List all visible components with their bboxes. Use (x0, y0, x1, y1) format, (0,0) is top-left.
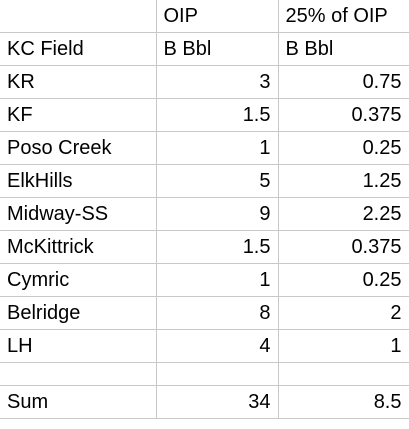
table-row: ElkHills 5 1.25 (0, 164, 409, 198)
cell-B1[interactable]: OIP (155, 0, 279, 33)
oip-cell[interactable]: 1 (155, 131, 279, 165)
table-row: LH 4 1 (0, 329, 409, 363)
empty-row (0, 362, 409, 386)
table-row: Cymric 1 0.25 (0, 263, 409, 297)
cell-C1[interactable]: 25% of OIP (277, 0, 409, 33)
pct25-cell[interactable]: 0.375 (277, 98, 409, 132)
cell-A2[interactable]: KC Field (0, 32, 157, 66)
table-row: KF 1.5 0.375 (0, 98, 409, 132)
empty-cell[interactable] (277, 362, 409, 386)
pct25-cell[interactable]: 1 (277, 329, 409, 363)
pct25-cell[interactable]: 2.25 (277, 197, 409, 231)
table-row: McKittrick 1.5 0.375 (0, 230, 409, 264)
field-name-cell[interactable]: Cymric (0, 263, 157, 297)
table-row: Belridge 8 2 (0, 296, 409, 330)
pct25-cell[interactable]: 0.25 (277, 131, 409, 165)
field-name-cell[interactable]: Poso Creek (0, 131, 157, 165)
oip-cell[interactable]: 9 (155, 197, 279, 231)
field-name-cell[interactable]: ElkHills (0, 164, 157, 198)
oip-cell[interactable]: 1.5 (155, 230, 279, 264)
spreadsheet-table: OIP 25% of OIP KC Field B Bbl B Bbl KR 3… (0, 0, 409, 419)
oip-cell[interactable]: 8 (155, 296, 279, 330)
pct25-cell[interactable]: 1.25 (277, 164, 409, 198)
pct25-cell[interactable]: 2 (277, 296, 409, 330)
cell-C2[interactable]: B Bbl (277, 32, 409, 66)
header-row-1: OIP 25% of OIP (0, 0, 409, 33)
sum-oip-cell[interactable]: 34 (155, 385, 279, 419)
field-name-cell[interactable]: KF (0, 98, 157, 132)
oip-cell[interactable]: 5 (155, 164, 279, 198)
sum-label-cell[interactable]: Sum (0, 385, 157, 419)
oip-cell[interactable]: 1.5 (155, 98, 279, 132)
cell-B2[interactable]: B Bbl (155, 32, 279, 66)
field-name-cell[interactable]: Midway-SS (0, 197, 157, 231)
oip-cell[interactable]: 4 (155, 329, 279, 363)
header-row-2: KC Field B Bbl B Bbl (0, 32, 409, 66)
pct25-cell[interactable]: 0.25 (277, 263, 409, 297)
field-name-cell[interactable]: LH (0, 329, 157, 363)
cell-A1[interactable] (0, 0, 157, 33)
field-name-cell[interactable]: KR (0, 65, 157, 99)
field-name-cell[interactable]: McKittrick (0, 230, 157, 264)
sum-row: Sum 34 8.5 (0, 385, 409, 419)
pct25-cell[interactable]: 0.375 (277, 230, 409, 264)
table-row: KR 3 0.75 (0, 65, 409, 99)
pct25-cell[interactable]: 0.75 (277, 65, 409, 99)
empty-cell[interactable] (155, 362, 279, 386)
table-row: Poso Creek 1 0.25 (0, 131, 409, 165)
field-name-cell[interactable]: Belridge (0, 296, 157, 330)
sum-pct25-cell[interactable]: 8.5 (277, 385, 409, 419)
oip-cell[interactable]: 1 (155, 263, 279, 297)
oip-cell[interactable]: 3 (155, 65, 279, 99)
empty-cell[interactable] (0, 362, 157, 386)
table-row: Midway-SS 9 2.25 (0, 197, 409, 231)
